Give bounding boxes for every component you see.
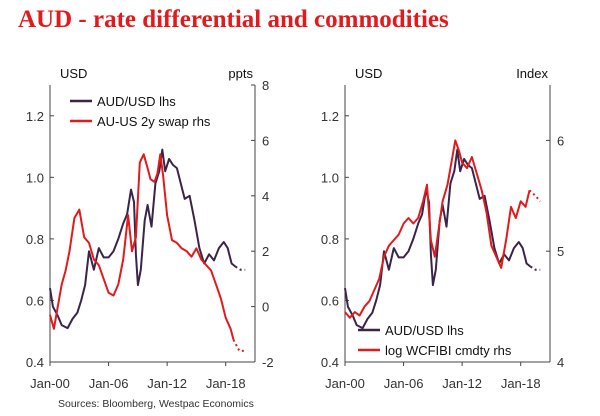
right-tick-label-0-2: 2 xyxy=(262,244,269,259)
series-line-1-3 xyxy=(528,189,541,202)
right-tick-label-0-3: 4 xyxy=(262,189,269,204)
legend-label-1-0: AUD/USD lhs xyxy=(385,323,464,338)
x-tick-label-1-3: Jan-18 xyxy=(501,376,541,391)
left-tick-label-1-3: 1.0 xyxy=(321,170,339,185)
right-tick-label-1-2: 6 xyxy=(557,133,564,148)
right-tick-label-0-0: -2 xyxy=(262,355,274,370)
right-tick-label-1-0: 4 xyxy=(557,355,564,370)
left-tick-label-0-0: 0.4 xyxy=(26,355,44,370)
left-tick-label-1-0: 0.4 xyxy=(321,355,339,370)
x-tick-label-0-2: Jan-12 xyxy=(147,376,187,391)
series-line-1-2 xyxy=(344,139,531,319)
left-tick-label-0-4: 1.2 xyxy=(26,109,44,124)
series-line-0-2 xyxy=(49,153,235,341)
series-line-0-0 xyxy=(49,148,237,330)
left-tick-label-1-2: 0.8 xyxy=(321,232,339,247)
series-line-1-1 xyxy=(529,265,541,271)
left-unit-label-1: USD xyxy=(355,66,382,81)
x-tick-label-0-0: Jan-00 xyxy=(30,376,70,391)
x-tick-label-1-1: Jan-06 xyxy=(384,376,424,391)
x-tick-label-0-1: Jan-06 xyxy=(89,376,129,391)
legend-label-0-0: AUD/USD lhs xyxy=(97,94,176,109)
right-tick-label-1-1: 5 xyxy=(557,244,564,259)
series-line-0-3 xyxy=(232,339,246,352)
left-tick-label-1-1: 0.6 xyxy=(321,293,339,308)
right-unit-label-0: ppts xyxy=(228,66,253,81)
x-tick-label-0-3: Jan-18 xyxy=(206,376,246,391)
left-tick-label-0-2: 0.8 xyxy=(26,232,44,247)
right-tick-label-0-4: 6 xyxy=(262,133,269,148)
source-note: Sources: Bloomberg, Westpac Economics xyxy=(58,398,254,410)
x-tick-label-1-2: Jan-12 xyxy=(442,376,482,391)
x-tick-label-1-0: Jan-00 xyxy=(325,376,365,391)
left-tick-label-1-4: 1.2 xyxy=(321,109,339,124)
series-line-0-1 xyxy=(234,265,246,271)
chart-title: AUD - rate differential and commodities xyxy=(18,6,449,33)
right-tick-label-0-5: 8 xyxy=(262,78,269,93)
legend-label-0-1: AU-US 2y swap rhs xyxy=(97,114,211,129)
right-tick-label-0-1: 0 xyxy=(262,300,269,315)
legend-label-1-1: log WCFIBI cmdty rhs xyxy=(385,343,512,358)
left-tick-label-0-1: 0.6 xyxy=(26,293,44,308)
left-unit-label-0: USD xyxy=(60,66,87,81)
right-unit-label-1: Index xyxy=(516,66,548,81)
left-tick-label-0-3: 1.0 xyxy=(26,170,44,185)
